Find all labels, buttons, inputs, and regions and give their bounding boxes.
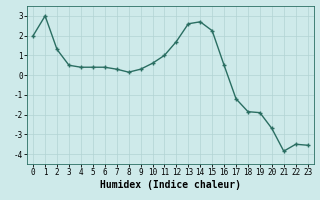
X-axis label: Humidex (Indice chaleur): Humidex (Indice chaleur) [100,180,241,190]
